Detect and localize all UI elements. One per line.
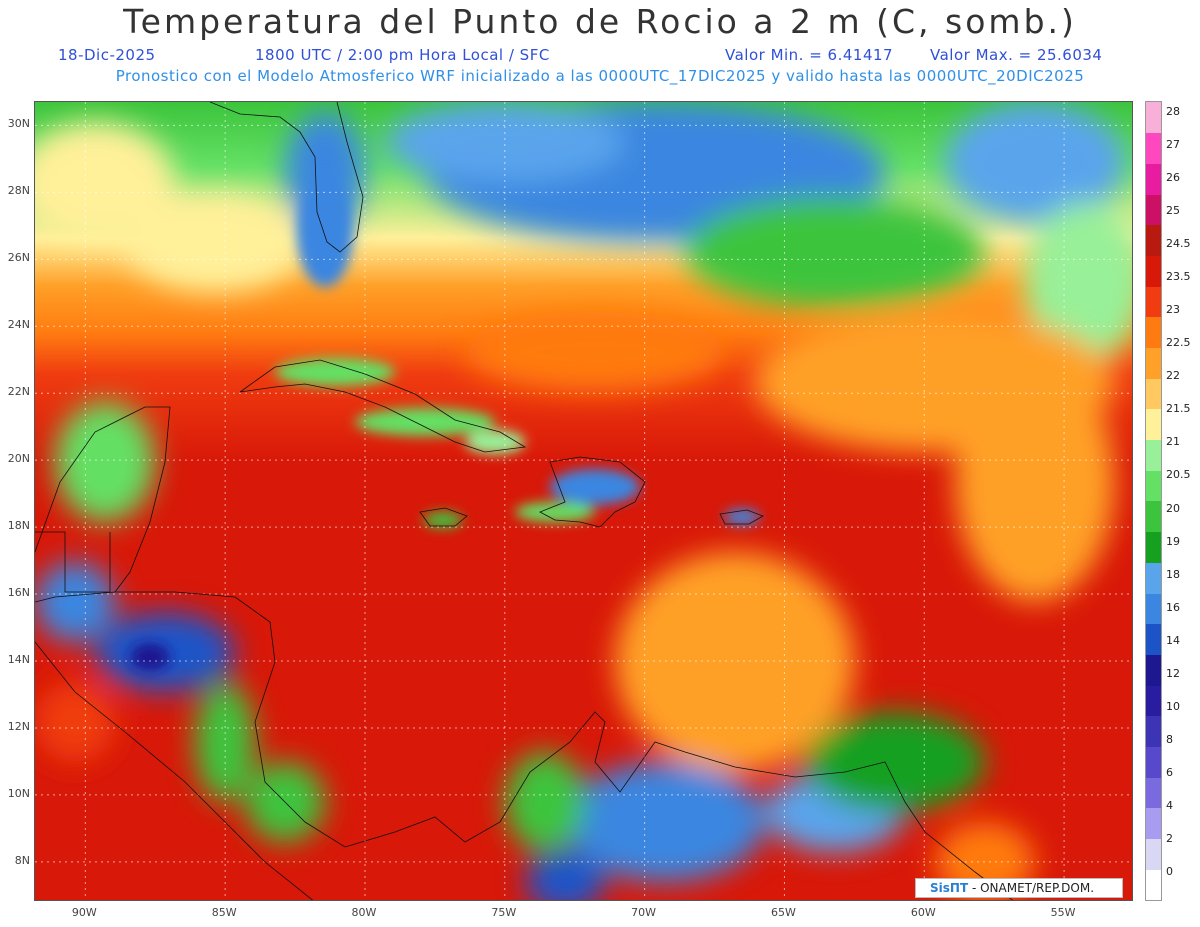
latitude-label: 26N: [7, 251, 30, 265]
colorbar-label: 28: [1166, 105, 1180, 118]
latitude-label: 16N: [7, 586, 30, 600]
longitude-label: 65W: [771, 906, 796, 919]
colorbar-label: 22: [1166, 369, 1180, 383]
colorbar-cell: [1146, 255, 1161, 287]
colorbar-label: 2: [1166, 831, 1173, 845]
min-value: Valor Min. = 6.41417: [725, 46, 894, 64]
colorbar-cell: [1146, 623, 1161, 655]
colorbar-label: 16: [1166, 600, 1180, 614]
colorbar-cell: [1146, 501, 1161, 533]
latitude-label: 18N: [7, 519, 30, 533]
colorbar-label: 8: [1166, 732, 1173, 746]
colorbar-label: 24.5: [1166, 237, 1191, 251]
dewpoint-map: [35, 102, 1132, 900]
colorbar-label: 20: [1166, 501, 1180, 515]
colorbar-cell: [1146, 685, 1161, 717]
colorbar-label: 0: [1166, 865, 1173, 878]
colorbar-cell: [1146, 316, 1161, 349]
longitude-label: 75W: [491, 906, 517, 919]
forecast-time: 1800 UTC / 2:00 pm Hora Local / SFC: [255, 46, 550, 64]
colorbar-label: 6: [1166, 765, 1173, 779]
longitude-label: 70W: [631, 906, 657, 919]
colorbar-cell: [1146, 777, 1161, 809]
colorbar-cell: [1146, 286, 1161, 318]
latitude-label: 24N: [7, 318, 30, 332]
colorbar-label: 12: [1166, 666, 1180, 680]
colorbar-cell: [1146, 378, 1161, 410]
colorbar-cell: [1146, 838, 1161, 870]
longitude-label: 55W: [1050, 906, 1076, 919]
colorbar-cell: [1146, 470, 1161, 502]
colorbar-label: 23: [1166, 303, 1180, 317]
latitude-label: 20N: [7, 452, 30, 466]
latitude-label: 10N: [7, 786, 30, 800]
latitude-label: 8N: [14, 853, 30, 867]
colorbar-label: 27: [1166, 138, 1180, 152]
colorbar-cell: [1146, 347, 1161, 379]
colorbar-label: 19: [1166, 534, 1180, 548]
colorbar-label: 4: [1166, 798, 1173, 812]
colorbar-cell: [1146, 163, 1161, 195]
credit-text: - ONAMET/REP.DOM.: [971, 881, 1095, 895]
colorbar-label: 20.5: [1166, 468, 1191, 482]
graticule-grid: [35, 102, 1132, 900]
colorbar-cell: [1146, 562, 1161, 594]
colorbar-cell: [1146, 194, 1161, 226]
longitude-label: 80W: [351, 906, 377, 919]
colorbar-label: 10: [1166, 699, 1180, 713]
colorbar-label: 18: [1166, 567, 1180, 581]
latitude-label: 22N: [7, 385, 30, 399]
colorbar-cell: [1146, 593, 1161, 625]
longitude-label: 90W: [71, 906, 97, 919]
colorbar-cell: [1146, 654, 1161, 686]
colorbar-label: 21.5: [1166, 402, 1191, 416]
colorbar-label: 26: [1166, 171, 1180, 185]
longitude-label: 85W: [211, 906, 237, 919]
colorbar-cell: [1146, 746, 1161, 778]
forecast-date: 18-Dic-2025: [58, 46, 156, 64]
colorbar-label: 23.5: [1166, 270, 1191, 284]
colorbar-label: 14: [1166, 633, 1180, 647]
max-value: Valor Max. = 25.6034: [930, 46, 1103, 64]
colorbar-cell: [1146, 869, 1161, 901]
colorbar: [1145, 101, 1162, 901]
colorbar-cell: [1146, 531, 1161, 563]
credit-badge: SisПТ - ONAMET/REP.DOM.: [915, 878, 1123, 898]
colorbar-label: 21: [1166, 435, 1180, 449]
colorbar-cell: [1146, 132, 1161, 164]
latitude-label: 12N: [7, 719, 30, 733]
model-info: Pronostico con el Modelo Atmosferico WRF…: [115, 67, 1085, 85]
colorbar-cell: [1146, 715, 1161, 748]
colorbar-cell: [1146, 102, 1161, 134]
colorbar-cell: [1146, 807, 1161, 840]
latitude-label: 30N: [7, 117, 30, 131]
map-title: Temperatura del Punto de Rocio a 2 m (C,…: [123, 2, 1077, 41]
colorbar-label: 25: [1166, 204, 1180, 218]
colorbar-cell: [1146, 439, 1161, 471]
colorbar-cell: [1146, 408, 1161, 441]
colorbar-label: 22.5: [1166, 336, 1191, 350]
coastlines: [35, 102, 1014, 900]
latitude-label: 14N: [7, 652, 30, 666]
sispi-logo: SisПТ: [930, 881, 969, 895]
colorbar-cell: [1146, 224, 1161, 256]
latitude-label: 28N: [7, 184, 30, 198]
longitude-label: 60W: [910, 906, 936, 919]
map-frame: [34, 101, 1133, 901]
